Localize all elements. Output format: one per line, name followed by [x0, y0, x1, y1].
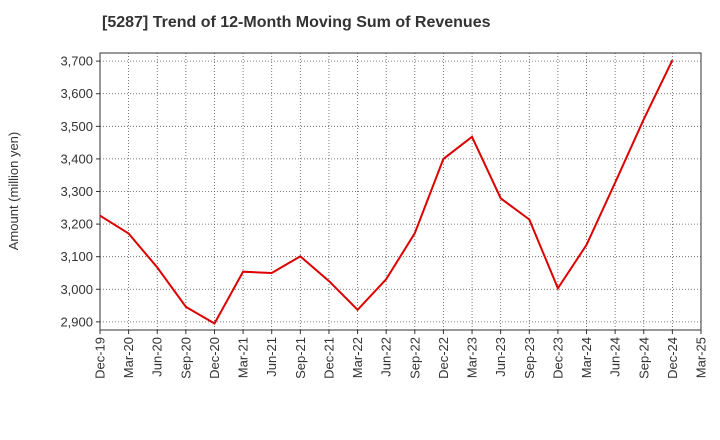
y-tick-label: 3,100 [60, 249, 93, 264]
series-lines [99, 59, 674, 325]
y-tick-label: 3,400 [60, 151, 93, 166]
x-tick-label: Dec-19 [93, 337, 108, 379]
y-tick-labels: 2,900 3,000 3,100 3,200 3,300 3,400 3,500 3,600… [60, 54, 93, 330]
x-tick-label: Sep-20 [178, 337, 193, 379]
y-tick-label: 3,200 [60, 217, 93, 232]
x-tick-label: Jun-23 [493, 337, 508, 377]
x-tick-label: Dec-22 [436, 337, 451, 379]
y-axis-label: Amount (million yen) [6, 132, 21, 251]
x-tick-label: Dec-21 [321, 337, 336, 379]
y-tick-label: 2,900 [60, 314, 93, 329]
x-tick-label: Jun-21 [264, 337, 279, 377]
x-tick-label: Mar-24 [579, 337, 594, 378]
x-tick-label: Dec-20 [207, 337, 222, 379]
y-tick-label: 3,600 [60, 86, 93, 101]
x-tick-label: Jun-24 [608, 337, 623, 377]
x-tick-label: Jun-22 [379, 337, 394, 377]
x-tick-label: Mar-25 [694, 337, 709, 378]
chart-title: [5287] Trend of 12-Month Moving Sum of R… [102, 14, 491, 31]
x-tick-labels: Dec-19 Mar-20 Jun-20 Sep-20 Dec-20 Mar-21 Jun-… [93, 337, 709, 379]
x-tick-label: Dec-23 [550, 337, 565, 379]
plot-area-border [99, 52, 702, 331]
x-tick-label: Dec-24 [665, 337, 680, 379]
series-line [99, 59, 674, 325]
x-tick-label: Jun-20 [150, 337, 165, 377]
x-tick-label: Sep-24 [636, 337, 651, 379]
y-tick-label: 3,300 [60, 184, 93, 199]
y-tick-label: 3,500 [60, 119, 93, 134]
x-tick-label: Sep-21 [293, 337, 308, 379]
x-tick-label: Mar-22 [350, 337, 365, 378]
x-tick-label: Sep-23 [522, 337, 537, 379]
x-tick-label: Mar-20 [121, 337, 136, 378]
y-tick-label: 3,000 [60, 282, 93, 297]
x-tick-label: Sep-22 [407, 337, 422, 379]
axes [96, 52, 702, 334]
x-tick-label: Mar-23 [465, 337, 480, 378]
y-tick-label: 3,700 [60, 54, 93, 69]
x-tick-label: Mar-21 [236, 337, 251, 378]
